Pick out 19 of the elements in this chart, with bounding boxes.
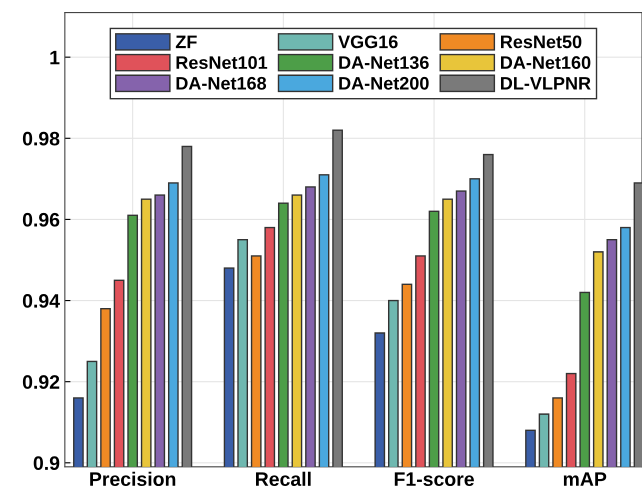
legend-label: VGG16 (338, 35, 398, 48)
y-tick-label: 0.9 (34, 456, 60, 470)
y-tick-label: 1 (50, 50, 60, 64)
y-tick-label: 0.94 (22, 294, 60, 308)
x-tick-label: F1-score (394, 472, 474, 486)
legend-label: DA-Net200 (339, 76, 429, 90)
legend-label: DA-Net136 (339, 56, 429, 69)
legend-label: ResNet50 (501, 35, 582, 48)
legend-label: DA-Net168 (176, 76, 266, 90)
legend-label: ResNet101 (176, 56, 268, 69)
x-tick-label: Recall (256, 472, 311, 486)
x-tick-label: mAP (564, 472, 606, 486)
y-tick-label: 0.96 (22, 212, 60, 227)
legend-label: DL-VLPNR (501, 77, 591, 90)
legend-label: DA-Net160 (501, 56, 590, 69)
y-tick-label: 0.92 (22, 375, 60, 389)
y-tick-label: 0.98 (22, 132, 60, 146)
legend-label: ZF (176, 36, 197, 48)
x-tick-label: Precision (90, 472, 176, 486)
